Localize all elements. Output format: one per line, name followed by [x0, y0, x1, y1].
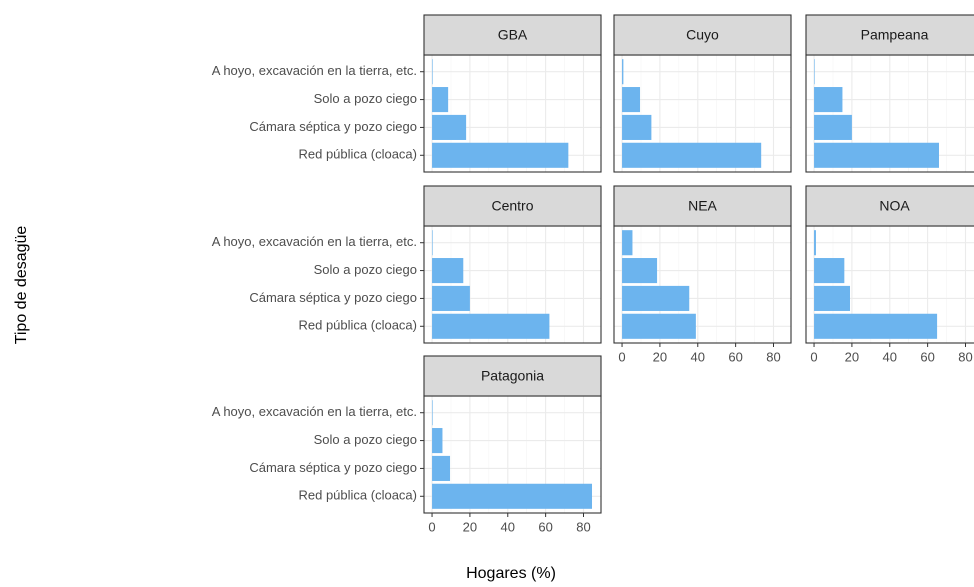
- bar: [622, 313, 696, 339]
- bar: [432, 87, 449, 113]
- strip-label: Pampeana: [861, 27, 929, 43]
- x-tick-label: 20: [463, 519, 477, 534]
- strip: [423, 14, 602, 56]
- y-tick-label: Cámara séptica y pozo ciego: [249, 119, 417, 134]
- strip-label: Cuyo: [686, 27, 719, 43]
- x-tick-label: 40: [883, 349, 897, 364]
- x-tick-label: 80: [766, 349, 780, 364]
- x-tick-label: 40: [501, 519, 515, 534]
- x-tick-label: 0: [810, 349, 817, 364]
- bar: [432, 428, 443, 454]
- x-tick-label: 0: [428, 519, 435, 534]
- bar: [432, 114, 467, 140]
- bar: [814, 258, 845, 284]
- bar: [432, 142, 569, 168]
- strip-label: Patagonia: [481, 368, 544, 384]
- x-axis-title: Hogares (%): [466, 565, 556, 582]
- y-tick-label: A hoyo, excavación en la tierra, etc.: [212, 404, 417, 419]
- x-tick-label: 20: [845, 349, 859, 364]
- bar: [432, 313, 550, 339]
- bar: [814, 285, 851, 311]
- bar: [814, 59, 815, 85]
- bar: [814, 114, 852, 140]
- x-tick-label: 80: [576, 519, 590, 534]
- bar: [814, 142, 939, 168]
- bar: [432, 455, 451, 481]
- strip: [805, 185, 974, 227]
- bar: [814, 230, 816, 256]
- strip: [805, 14, 974, 56]
- x-tick-label: 60: [920, 349, 934, 364]
- bar: [622, 87, 641, 113]
- x-tick-label: 80: [958, 349, 972, 364]
- strip-label: NOA: [879, 198, 910, 214]
- strip: [613, 185, 792, 227]
- x-tick-label: 40: [691, 349, 705, 364]
- bar: [432, 230, 433, 256]
- y-tick-label: A hoyo, excavación en la tierra, etc.: [212, 63, 417, 78]
- y-tick-label: Solo a pozo ciego: [314, 262, 417, 277]
- bar: [622, 142, 762, 168]
- x-tick-label: 60: [538, 519, 552, 534]
- bar: [622, 114, 652, 140]
- y-tick-label: Solo a pozo ciego: [314, 91, 417, 106]
- strip-label: NEA: [688, 198, 717, 214]
- bar: [622, 59, 624, 85]
- bar: [432, 400, 433, 426]
- strip-label: GBA: [498, 27, 528, 43]
- bar: [622, 258, 658, 284]
- facets: GBA A hoyo, excavación en la tierra, etc.…: [212, 14, 974, 534]
- y-tick-label: Solo a pozo ciego: [314, 432, 417, 447]
- bar: [622, 285, 690, 311]
- x-tick-label: 60: [728, 349, 742, 364]
- bar: [432, 258, 464, 284]
- x-tick-label: 20: [653, 349, 667, 364]
- bar: [432, 285, 470, 311]
- x-tick-label: 0: [618, 349, 625, 364]
- bar: [622, 230, 633, 256]
- y-tick-label: Red pública (cloaca): [298, 147, 417, 162]
- bar: [814, 313, 938, 339]
- bar: [432, 483, 593, 509]
- bar: [814, 87, 843, 113]
- y-tick-label: Red pública (cloaca): [298, 488, 417, 503]
- strip: [613, 14, 792, 56]
- strip: [423, 355, 602, 397]
- y-tick-label: Cámara séptica y pozo ciego: [249, 290, 417, 305]
- y-axis-title: Tipo de desagüe: [13, 226, 30, 345]
- strip: [423, 185, 602, 227]
- strip-label: Centro: [491, 198, 533, 214]
- y-tick-label: A hoyo, excavación en la tierra, etc.: [212, 234, 417, 249]
- y-tick-label: Red pública (cloaca): [298, 318, 417, 333]
- bar: [432, 59, 433, 85]
- y-tick-label: Cámara séptica y pozo ciego: [249, 460, 417, 475]
